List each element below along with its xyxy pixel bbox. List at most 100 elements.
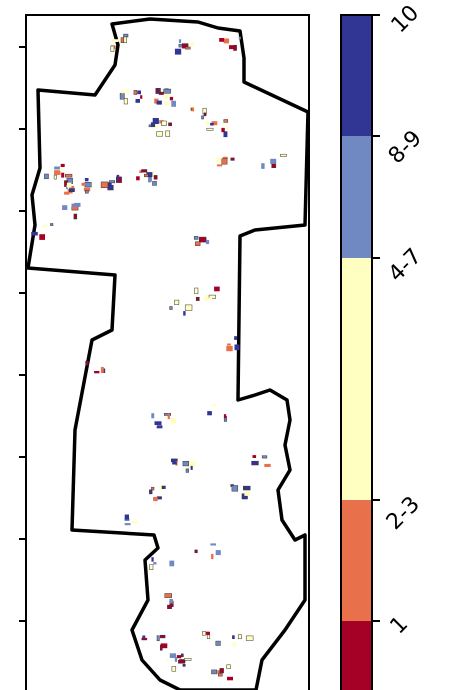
habitat-patch [156,496,162,500]
colorbar-segment-10 [341,15,372,136]
habitat-patch [234,336,238,340]
habitat-patch [161,485,166,489]
habitat-patch [237,634,242,640]
habitat-patch [178,659,186,664]
habitat-patch [234,344,240,351]
habitat-patch [100,181,109,189]
colorbar-segment-4-7 [341,258,372,500]
habitat-patch [223,119,229,123]
habitat-patches [31,33,287,681]
axis-ticks [19,46,26,622]
habitat-patch [205,120,209,126]
habitat-patch [251,460,259,466]
habitat-patch [156,100,162,105]
habitat-patch [172,461,177,465]
habitat-patch [169,306,173,310]
habitat-patch [219,38,225,42]
habitat-patch [203,112,207,117]
habitat-patch [182,461,190,467]
habitat-patch [123,33,129,38]
habitat-patch [107,184,114,191]
habitat-patch [245,635,254,641]
habitat-patch [81,182,86,186]
habitat-patch [194,287,199,295]
habitat-patch [226,345,233,352]
habitat-patch [160,634,166,639]
habitat-patch [153,562,157,565]
habitat-patch [185,468,189,473]
habitat-patch [62,205,68,210]
habitat-patch [205,239,210,245]
colorbar-label-2-3: 2-3 [382,492,425,535]
habitat-patch [219,668,224,674]
habitat-patch [215,640,221,646]
habitat-patch [152,118,159,124]
habitat-patch [100,366,104,373]
habitat-patch [131,520,138,524]
habitat-patch [39,234,45,240]
habitat-patch [191,107,194,112]
habitat-patch [54,166,61,170]
habitat-patch [210,543,216,546]
habitat-patch [222,156,228,159]
habitat-patch [120,90,126,94]
habitat-patch [232,642,237,647]
habitat-patch [244,490,250,496]
county-boundary [26,17,310,690]
colorbar-label-4-7: 4-7 [384,244,427,287]
colorbar-label-8-9: 8-9 [384,126,427,169]
habitat-patch [211,553,214,560]
habitat-patch [124,523,131,526]
habitat-patch [149,564,154,570]
habitat-patch [186,465,194,469]
habitat-patch [126,88,129,94]
habitat-patch [264,463,271,467]
habitat-patch [183,311,186,316]
habitat-patch [180,653,184,658]
colorbar-segment-1 [341,621,372,690]
habitat-patch [119,92,125,100]
habitat-patch [171,666,177,672]
map-frame [25,14,310,690]
habitat-patch [168,122,172,127]
habitat-patch [44,173,49,180]
habitat-patch [216,157,221,163]
habitat-patch [217,670,221,674]
habitat-patch [141,169,148,173]
habitat-patch [154,421,162,425]
colorbar: 10 8-9 4-7 2-3 1 [340,1,427,690]
habitat-patch [232,635,235,639]
habitat-patch [151,557,154,562]
habitat-patch [151,486,155,491]
habitat-patch [140,95,143,99]
habitat-patch [150,122,156,127]
habitat-patch [238,36,241,40]
habitat-patch [31,231,38,236]
habitat-patch [199,236,207,243]
habitat-patch [141,637,148,641]
habitat-patch [182,664,186,667]
habitat-patch [64,191,70,195]
habitat-patch [189,460,196,466]
habitat-patch [53,174,57,180]
habitat-patch [185,46,191,50]
habitat-patch [142,635,146,639]
habitat-patch [169,560,175,567]
habitat-patch [167,604,172,609]
habitat-patch [221,127,225,133]
habitat-patch [210,122,214,126]
habitat-patch [73,213,78,220]
habitat-patch [226,664,231,669]
habitat-patch [151,413,155,419]
habitat-patch [221,158,228,165]
habitat-patch [169,653,176,658]
habitat-patch [169,96,174,101]
habitat-patch [83,187,91,192]
habitat-patch [176,655,182,659]
habitat-patch [109,180,116,184]
habitat-patch [84,178,89,182]
habitat-patch [135,99,140,103]
habitat-patch [110,45,115,52]
habitat-patch [174,48,182,55]
